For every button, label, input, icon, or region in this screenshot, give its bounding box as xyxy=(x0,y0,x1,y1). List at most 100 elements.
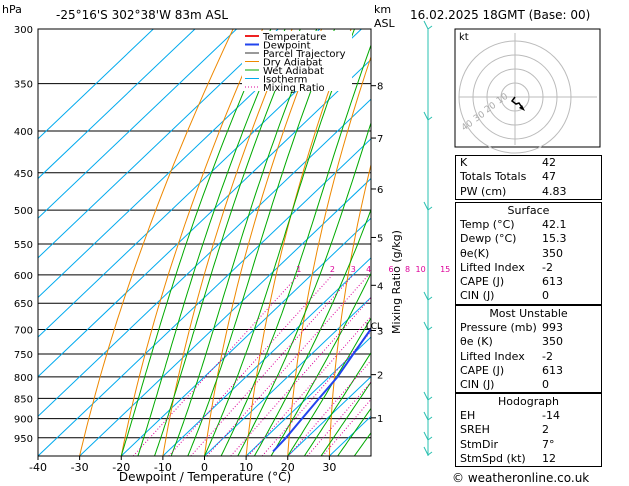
mu-cape-value: 613 xyxy=(542,363,563,377)
pressure-tick-label: 800 xyxy=(14,373,33,384)
pressure-tick-label: 850 xyxy=(14,394,33,405)
legend-wet-adiabat: Wet Adiabat xyxy=(263,66,324,77)
dry-adiabat-line xyxy=(79,29,234,456)
most-unstable-title: Most Unstable xyxy=(489,307,568,320)
height-km-label: 7 xyxy=(377,134,383,145)
wet-adiabat-line xyxy=(187,29,336,456)
mu-cape-label: CAPE (J) xyxy=(460,363,505,377)
mixing-ratio-line xyxy=(247,315,371,456)
mixing-ratio-label: 15 xyxy=(440,265,450,274)
wet-adiabat-line xyxy=(204,29,355,456)
eh-value: -14 xyxy=(542,409,560,422)
legend-dry-adiabat: Dry Adiabat xyxy=(263,58,322,69)
mu-pressure-value: 993 xyxy=(542,321,563,334)
surface-li-value: -2 xyxy=(542,260,553,274)
km-unit-label: km xyxy=(374,3,391,16)
mixing-ratio-axis-label: Mixing Ratio (g/kg) xyxy=(390,230,403,334)
surface-thetae-value: 350 xyxy=(542,246,563,260)
mu-thetae-label: θe (K) xyxy=(460,335,493,349)
datetime-label: 16.02.2025 18GMT (Base: 00) xyxy=(410,8,590,22)
temperature-tick-label: 30 xyxy=(322,461,336,474)
hodograph-table-title: Hodograph xyxy=(498,395,559,408)
surface-thetae-label: θe(K) xyxy=(460,246,490,260)
wet-adiabat-line xyxy=(154,29,301,456)
pressure-tick-label: 350 xyxy=(14,80,33,91)
mixing-ratio-line xyxy=(307,381,371,456)
mixing-ratio-line xyxy=(287,359,371,456)
pressure-tick-label: 750 xyxy=(14,350,33,361)
wet-adiabat-line xyxy=(287,316,371,456)
pressure-tick-label: 450 xyxy=(14,169,33,180)
wind-barbs xyxy=(423,20,433,456)
isotherm-line xyxy=(38,29,279,259)
stmspd-label: StmSpd (kt) xyxy=(460,451,526,465)
temperature-tick-label: -30 xyxy=(71,461,89,474)
height-km-label: 8 xyxy=(377,82,383,93)
most-unstable-table: Most Unstable Pressure (mb) 993 θe (K) 350… xyxy=(455,305,602,394)
mixing-ratio-label: 6 xyxy=(389,265,394,274)
dry-adiabat-line xyxy=(287,55,371,456)
wet-adiabat-line xyxy=(137,29,286,456)
isotherm-line xyxy=(38,138,371,456)
isotherm-line xyxy=(38,98,371,418)
stmdir-label: StmDir xyxy=(460,437,499,451)
legend: Temperature Dewpoint Parcel Trajectory D… xyxy=(242,31,352,94)
k-index-value: 42 xyxy=(542,156,556,169)
hpa-unit-label: hPa xyxy=(2,3,22,16)
dry-adiabat-line xyxy=(162,29,293,456)
pressure-tick-label: 500 xyxy=(14,206,33,217)
temperature-tick-label: 20 xyxy=(281,461,295,474)
asl-unit-label: ASL xyxy=(374,17,396,30)
legend-mixing-ratio: Mixing Ratio xyxy=(263,83,325,94)
wet-adiabat-line xyxy=(170,29,318,456)
wet-adiabat-line xyxy=(220,43,371,456)
storm-motion-arrow xyxy=(519,105,525,111)
credit-label: © weatheronline.co.uk xyxy=(452,471,590,485)
isotherm-line xyxy=(245,336,371,456)
surface-cape-value: 613 xyxy=(542,275,563,289)
legend-dewpoint: Dewpoint xyxy=(263,41,311,52)
hodograph: kt 10 20 30 40 xyxy=(454,28,601,154)
pressure-tick-label: 700 xyxy=(14,326,33,337)
surface-temp-label: Temp (°C) xyxy=(460,218,515,231)
pressure-tick-label: 300 xyxy=(14,25,33,36)
mixing-ratio-label: 3 xyxy=(351,265,356,274)
wet-adiabat-line xyxy=(237,121,371,456)
surface-dewp-label: Dewp (°C) xyxy=(460,232,517,246)
mu-pressure-label: Pressure (mb) xyxy=(460,321,537,334)
isotherm-line xyxy=(38,29,154,140)
totals-label: Totals Totals xyxy=(460,170,527,184)
mu-li-label: Lifted Index xyxy=(460,349,525,363)
temperature-tick-label: 0 xyxy=(201,461,208,474)
surface-cape-label: CAPE (J) xyxy=(460,275,505,289)
pressure-tick-label: 950 xyxy=(14,434,33,445)
hodograph-table: Hodograph EH -14 SREH 2 StmDir 7° StmSpd (k… xyxy=(455,393,602,468)
mixing-ratio-line xyxy=(261,330,371,456)
wet-adiabat-line xyxy=(337,407,371,456)
legend-parcel: Parcel Trajectory xyxy=(263,49,346,60)
mixing-ratio-label: 1 xyxy=(296,265,301,274)
dry-adiabat-line xyxy=(245,29,352,456)
isotherm-line xyxy=(38,29,321,299)
temperature-tick-label: 10 xyxy=(239,461,253,474)
temperature-tick-label: -40 xyxy=(29,461,47,474)
height-km-label: 3 xyxy=(377,327,383,338)
mixing-ratio-label: 8 xyxy=(405,265,410,274)
sreh-value: 2 xyxy=(542,423,549,437)
wind-barb xyxy=(423,291,433,301)
pw-value: 4.83 xyxy=(542,184,567,198)
height-km-label: 1 xyxy=(377,414,383,425)
k-index-label: K xyxy=(460,156,468,169)
pw-label: PW (cm) xyxy=(460,184,507,198)
totals-value: 47 xyxy=(542,170,556,184)
isotherm-line xyxy=(287,376,371,456)
wind-barb xyxy=(423,431,433,441)
wind-barb xyxy=(423,391,433,401)
height-km-label: 6 xyxy=(377,185,383,196)
sreh-label: SREH xyxy=(460,423,490,437)
surface-temp-value: 42.1 xyxy=(542,218,567,231)
isotherm-line xyxy=(38,29,237,219)
x-axis-label: Dewpoint / Temperature (°C) xyxy=(119,470,291,484)
mixing-ratio-label: 4 xyxy=(366,265,371,274)
